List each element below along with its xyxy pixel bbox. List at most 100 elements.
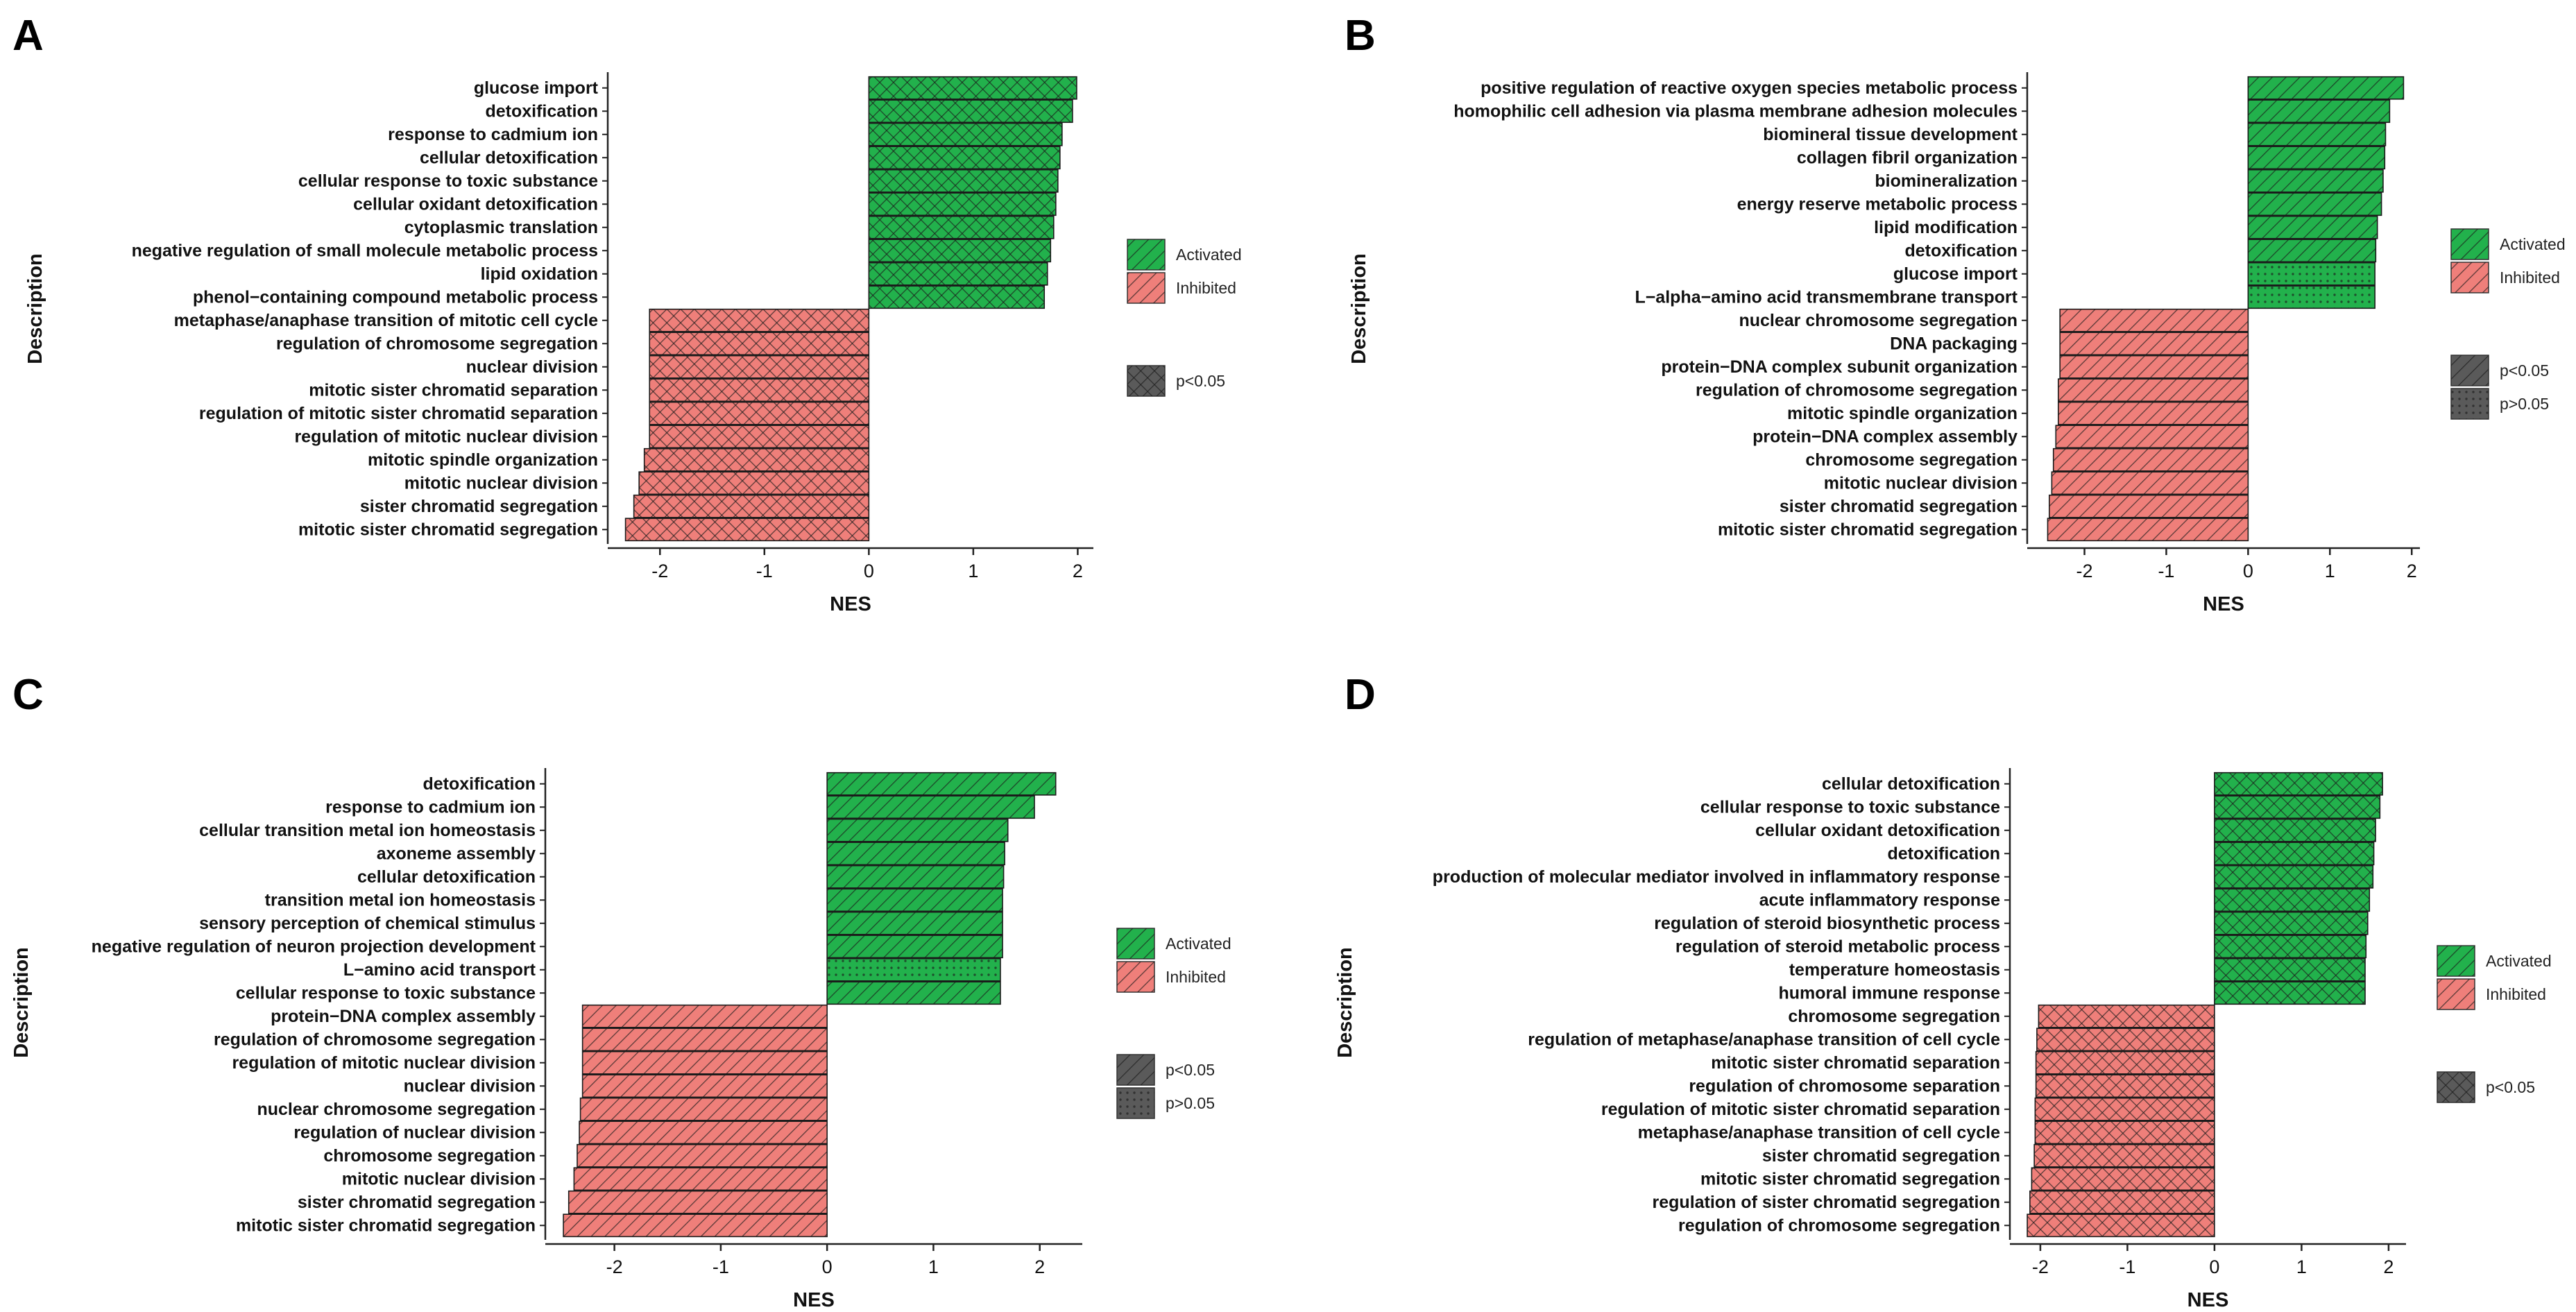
category-label: phenol−containing compound metabolic pro… (193, 287, 598, 307)
x-tick-label: 0 (864, 561, 874, 581)
panel-label: C (12, 671, 44, 719)
category-label: cytoplasmic translation (404, 218, 598, 237)
legend-label-inhibited: Inhibited (2500, 269, 2560, 287)
panel-label: A (12, 12, 44, 60)
bar-hatch (2214, 982, 2366, 1005)
legend-label-activated: Activated (1176, 246, 1242, 264)
bar-hatch (2214, 958, 2366, 981)
legend-swatch-hatch (1127, 273, 1165, 303)
category-label: cellular detoxification (357, 867, 536, 887)
category-label: regulation of steroid metabolic process (1675, 937, 2000, 956)
bar-hatch (2248, 216, 2378, 239)
category-label: glucose import (474, 78, 599, 98)
category-label: regulation of nuclear division (293, 1123, 536, 1142)
category-label: detoxification (485, 101, 598, 121)
bar-hatch (625, 518, 869, 541)
bar-hatch (579, 1121, 828, 1144)
category-label: sister chromatid segregation (1762, 1146, 2000, 1166)
legend: Activated Inhibited p<0.05 (1127, 239, 1242, 397)
legend-swatch-hatch (2451, 389, 2489, 419)
bar-hatch (2214, 889, 2370, 912)
legend-label-significance: p<0.05 (2486, 1078, 2535, 1096)
bar-hatch (827, 958, 1000, 981)
category-label: protein−DNA complex subunit organization (1661, 357, 2018, 377)
legend-label-inhibited: Inhibited (2486, 985, 2546, 1003)
category-label: regulation of mitotic sister chromatid s… (1601, 1100, 2000, 1119)
category-label: lipid modification (1874, 218, 2018, 237)
category-label: cellular response to toxic substance (298, 171, 598, 191)
bar-hatch (2214, 935, 2366, 958)
x-tick-label: 1 (2296, 1256, 2307, 1277)
bar-hatch (2060, 332, 2249, 355)
category-label: regulation of chromosome segregation (1678, 1216, 2000, 1235)
category-label: homophilic cell adhesion via plasma memb… (1453, 101, 2018, 121)
category-label: nuclear division (404, 1076, 536, 1096)
bar-hatch (649, 425, 869, 448)
category-label: temperature homeostasis (1789, 960, 2000, 980)
category-label: detoxification (423, 774, 536, 794)
category-label: regulation of chromosome segregation (214, 1030, 536, 1049)
legend-label-significance: p<0.05 (1176, 372, 1225, 390)
bar-hatch (2214, 772, 2383, 795)
legend-label-significance: p<0.05 (1166, 1061, 1215, 1079)
bar-hatch (869, 239, 1051, 262)
category-label: regulation of chromosome segregation (276, 334, 598, 353)
legend-swatch-hatch (1117, 928, 1154, 959)
bar-hatch (2029, 1191, 2215, 1213)
category-label: acute inflammatory response (1759, 890, 2000, 910)
bar-hatch (582, 1075, 828, 1098)
category-label: L−amino acid transport (343, 960, 536, 980)
x-tick-label: -2 (651, 561, 668, 581)
bar-hatch (644, 448, 869, 471)
bar-hatch (2038, 1005, 2215, 1028)
category-label: axoneme assembly (377, 844, 536, 863)
bar-hatch (2214, 842, 2374, 865)
category-label: sensory perception of chemical stimulus (199, 914, 536, 933)
panel-b: B Description positive regulation of react… (1345, 12, 2566, 615)
category-label: nuclear chromosome segregation (257, 1100, 536, 1119)
bar-hatch (827, 912, 1003, 935)
bar-hatch (577, 1144, 828, 1167)
bar-hatch (2053, 448, 2249, 471)
bar-hatch (582, 1028, 828, 1051)
category-label: mitotic sister chromatid separation (309, 380, 598, 400)
category-label: nuclear division (466, 357, 598, 377)
y-axis-title: Description (24, 253, 46, 364)
bar-hatch (639, 472, 869, 495)
bar-hatch (2214, 819, 2376, 842)
category-label: cellular response to toxic substance (1700, 797, 2000, 817)
panel-d: D Description cellular detoxification cellu… (1334, 671, 2552, 1311)
x-tick-label: 0 (822, 1256, 833, 1277)
bar-hatch (2248, 76, 2404, 99)
bar-hatch (568, 1191, 828, 1213)
bar-hatch (869, 123, 1062, 146)
bar-hatch (649, 402, 869, 425)
bar-hatch (827, 819, 1008, 842)
legend-swatch-hatch (1127, 239, 1165, 270)
x-tick-label: 2 (2407, 561, 2417, 581)
category-label: detoxification (1887, 844, 2000, 863)
bar-hatch (2035, 1098, 2215, 1121)
legend-swatch-hatch (2451, 262, 2489, 293)
bar-hatch (2031, 1168, 2215, 1191)
category-label: negative regulation of neuron projection… (92, 937, 536, 956)
category-label: mitotic sister chromatid segregation (236, 1216, 536, 1235)
category-label: metaphase/anaphase transition of cell cy… (1638, 1123, 2001, 1142)
x-tick-label: -2 (2076, 561, 2093, 581)
bar-hatch (827, 889, 1003, 912)
bar-hatch (2047, 518, 2249, 541)
category-label: response to cadmium ion (388, 125, 598, 144)
category-label: protein−DNA complex assembly (1752, 427, 2018, 446)
legend-swatch-hatch (2437, 946, 2475, 976)
category-label: response to cadmium ion (325, 797, 536, 817)
category-label: chromosome segregation (1805, 450, 2018, 470)
legend-swatch-hatch (2437, 1072, 2475, 1102)
x-tick-label: 0 (2209, 1256, 2219, 1277)
x-tick-label: -1 (2119, 1256, 2135, 1277)
bar-hatch (2052, 472, 2249, 495)
category-label: regulation of sister chromatid segregati… (1653, 1193, 2000, 1212)
category-label: sister chromatid segregation (298, 1193, 536, 1212)
category-label: mitotic sister chromatid segregation (1700, 1169, 2000, 1189)
bar-hatch (827, 796, 1035, 819)
